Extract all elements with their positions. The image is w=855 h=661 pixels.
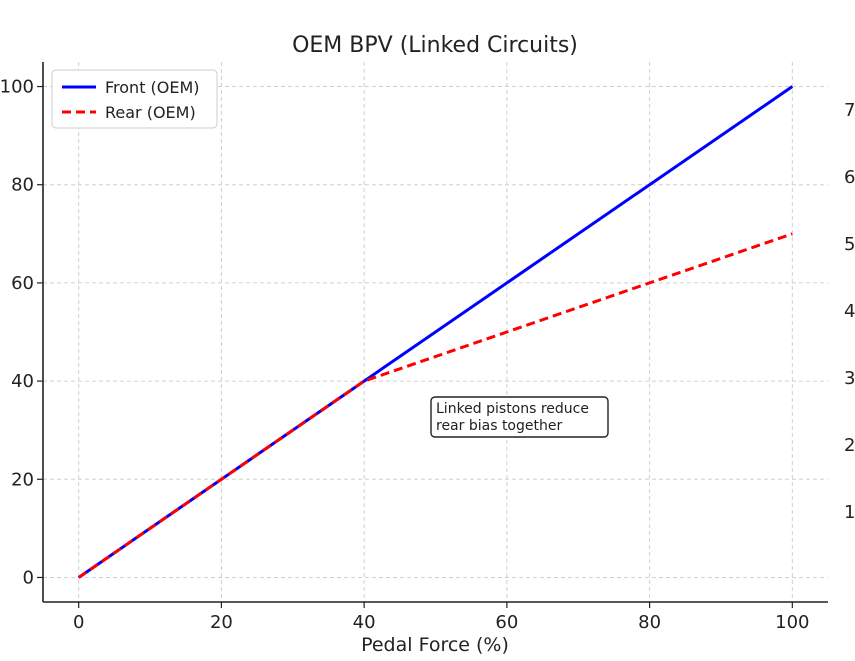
y-tick-label-5: 100	[0, 77, 34, 98]
right-partial-labels: 7 6 5 4 3 2 1	[844, 100, 855, 523]
annotation-line-2: rear bias together	[436, 418, 562, 434]
x-tick-label-1: 20	[210, 612, 233, 633]
right-tick-label-3: 4	[844, 301, 855, 322]
y-tick-label-3: 60	[11, 273, 34, 294]
legend-label-rear: Rear (OEM)	[105, 103, 196, 122]
legend: Front (OEM) Rear (OEM)	[51, 69, 218, 129]
y-tick-label-4: 80	[11, 175, 34, 196]
y-tick-label-1: 20	[11, 469, 34, 490]
right-tick-label-4: 3	[844, 368, 855, 389]
x-axis-label: Pedal Force (%)	[361, 634, 509, 656]
annotation-line-1: Linked pistons reduce	[436, 401, 589, 417]
annotation: Linked pistons reduce rear bias together	[430, 396, 609, 438]
series-line-rear	[77, 232, 793, 579]
x-tick-label-0: 0	[73, 612, 84, 633]
x-tick-label-2: 40	[353, 612, 376, 633]
y-ticks: 0 20 40 60 80 100	[0, 77, 43, 588]
right-tick-label-1: 6	[844, 167, 855, 188]
right-tick-label-6: 1	[844, 502, 855, 523]
x-tick-label-4: 80	[638, 612, 661, 633]
y-tick-label-0: 0	[23, 567, 34, 588]
right-tick-label-0: 7	[844, 100, 855, 121]
x-ticks: 0 20 40 60 80 100	[73, 602, 809, 633]
x-tick-label-3: 60	[495, 612, 518, 633]
chart-title: OEM BPV (Linked Circuits)	[292, 33, 578, 58]
x-tick-label-5: 100	[775, 612, 809, 633]
legend-label-front: Front (OEM)	[105, 78, 200, 97]
right-tick-label-2: 5	[844, 234, 855, 255]
annotation-box	[430, 396, 609, 438]
series	[77, 85, 794, 579]
y-tick-label-2: 40	[11, 371, 34, 392]
right-tick-label-5: 2	[844, 435, 855, 456]
